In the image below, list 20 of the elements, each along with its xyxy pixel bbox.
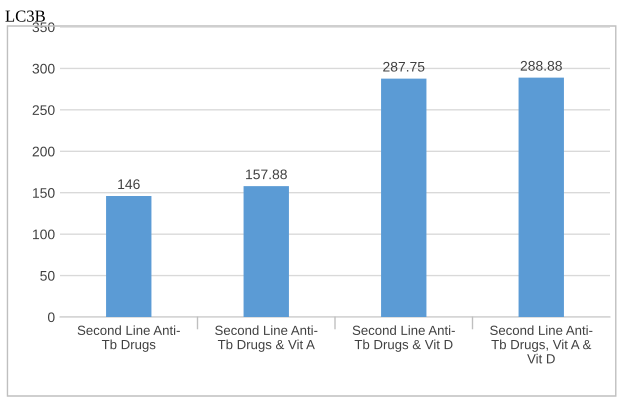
- y-tick-label: 100: [33, 229, 55, 240]
- x-tick-label: Second Line Anti- Tb Drugs & Vit D: [352, 325, 455, 352]
- data-label: 288.88: [520, 60, 562, 71]
- data-label: 157.88: [246, 169, 287, 180]
- y-tick-label: 50: [40, 270, 55, 281]
- y-tick-label: 200: [32, 146, 55, 156]
- y-tick-label: 150: [33, 188, 55, 198]
- bar: [106, 196, 152, 317]
- x-tick-label: Second Line Anti- Tb Drugs, Vit A & Vit D: [490, 325, 592, 364]
- x-tick-label: Second Line Anti- Tb Drugs: [78, 325, 180, 352]
- data-label: 287.75: [383, 62, 424, 72]
- bar: [381, 78, 426, 317]
- x-tick-label: Second Line Anti- Tb Drugs & Vit A: [215, 325, 318, 352]
- data-label: 146: [118, 179, 140, 190]
- y-tick-label: 0: [48, 312, 55, 322]
- y-tick-label: 250: [32, 105, 55, 116]
- chart-title: LC3B: [5, 10, 45, 22]
- y-tick-label: 300: [32, 64, 55, 74]
- bar: [244, 186, 289, 317]
- bar: [518, 78, 564, 317]
